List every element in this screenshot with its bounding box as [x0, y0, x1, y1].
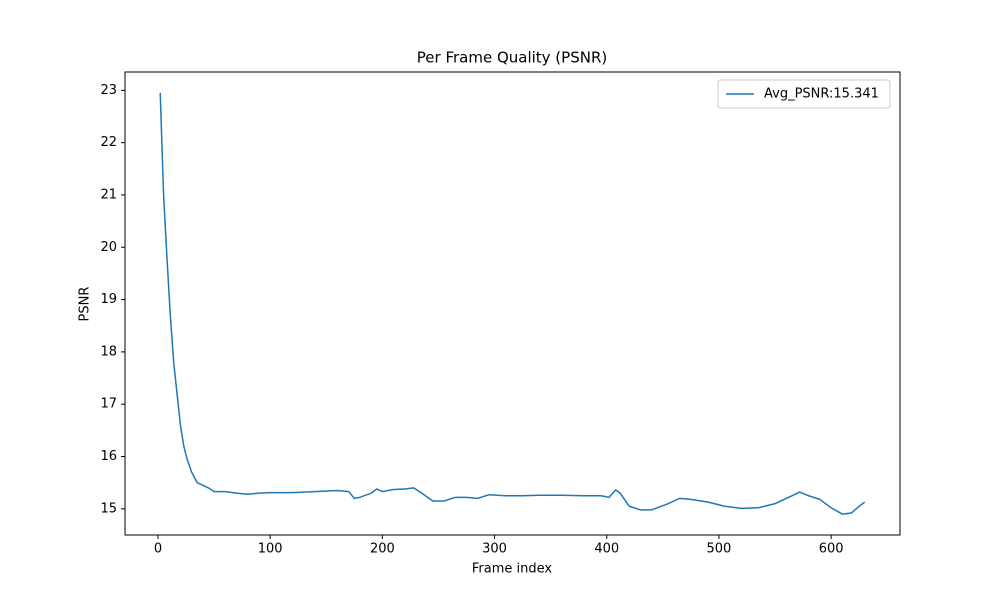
y-tick-label: 18: [100, 344, 117, 359]
y-tick-label: 15: [100, 501, 117, 516]
y-tick-label: 23: [100, 83, 117, 98]
x-axis-label: Frame index: [472, 562, 553, 577]
y-tick-label: 20: [100, 240, 117, 255]
y-tick-label: 16: [100, 449, 117, 464]
x-tick-label: 0: [154, 542, 162, 557]
x-tick-label: 100: [258, 542, 283, 557]
x-tick-label: 400: [594, 542, 619, 557]
x-tick-label: 200: [370, 542, 395, 557]
y-axis-label: PSNR: [78, 287, 93, 322]
legend-box: [717, 79, 891, 109]
legend-label: Avg_PSNR:15.341: [764, 87, 879, 102]
y-tick-label: 17: [100, 397, 117, 412]
y-tick-label: 21: [100, 187, 117, 202]
plot-frame: [124, 71, 901, 536]
series-line: [159, 92, 866, 515]
y-tick-label: 19: [100, 292, 117, 307]
x-tick-label: 600: [819, 542, 844, 557]
x-tick-label: 500: [707, 542, 732, 557]
x-tick-label: 300: [482, 542, 507, 557]
chart-title: Per Frame Quality (PSNR): [417, 49, 607, 67]
y-tick-label: 22: [100, 135, 117, 150]
